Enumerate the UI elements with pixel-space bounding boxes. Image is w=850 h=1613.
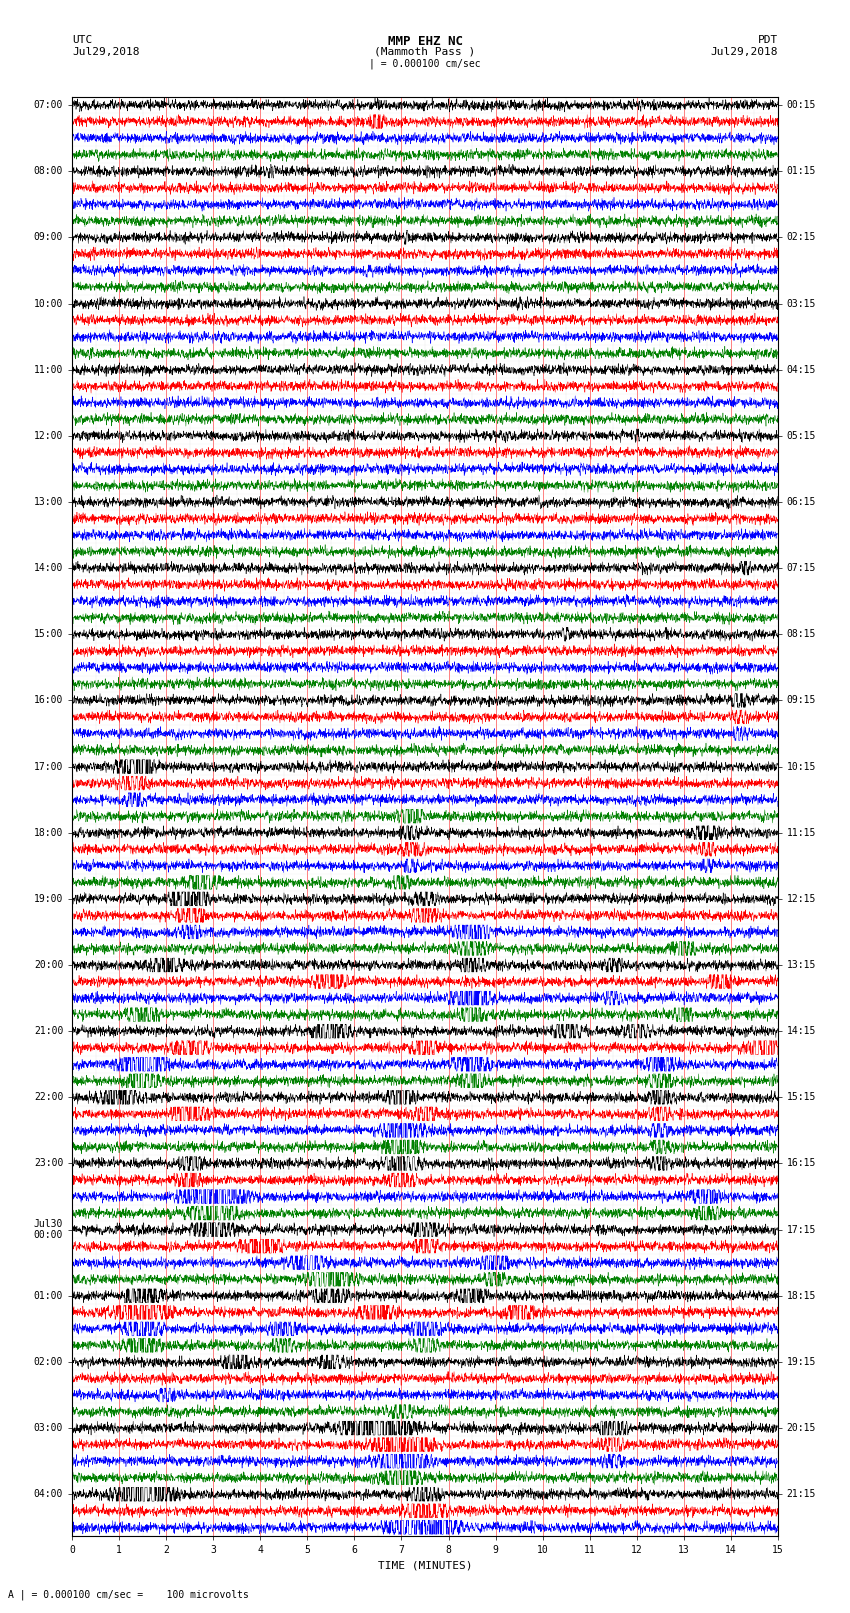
Text: Jul29,2018: Jul29,2018	[711, 47, 778, 56]
X-axis label: TIME (MINUTES): TIME (MINUTES)	[377, 1560, 473, 1569]
Text: | = 0.000100 cm/sec: | = 0.000100 cm/sec	[369, 58, 481, 69]
Text: Jul29,2018: Jul29,2018	[72, 47, 139, 56]
Text: PDT: PDT	[757, 35, 778, 45]
Text: A | = 0.000100 cm/sec =    100 microvolts: A | = 0.000100 cm/sec = 100 microvolts	[8, 1589, 249, 1600]
Text: UTC: UTC	[72, 35, 93, 45]
Text: (Mammoth Pass ): (Mammoth Pass )	[374, 47, 476, 56]
Text: MMP EHZ NC: MMP EHZ NC	[388, 35, 462, 48]
